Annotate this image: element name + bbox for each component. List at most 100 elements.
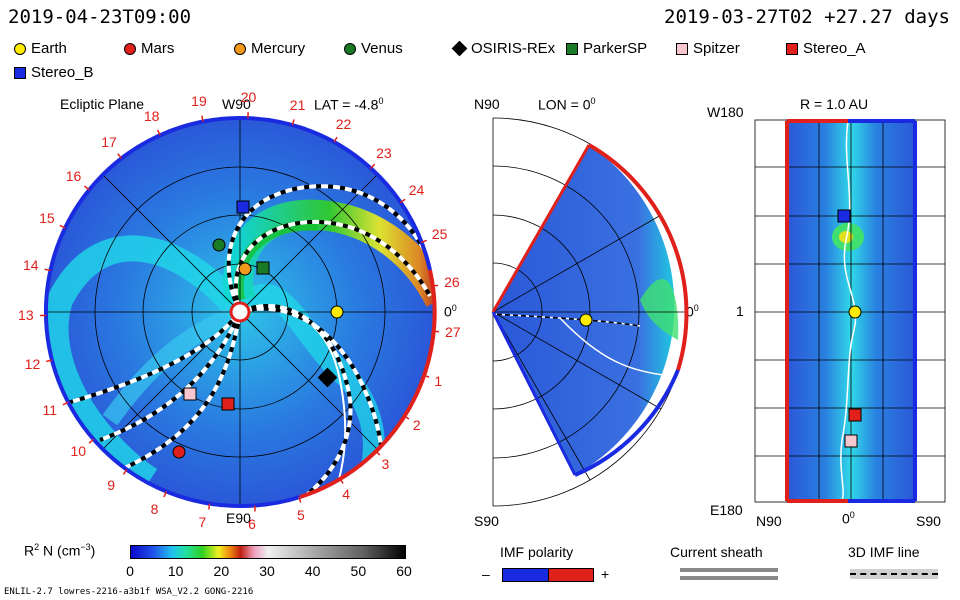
- panel3-title: R = 1.0 AU: [800, 96, 869, 112]
- venus-legend-label: Venus: [361, 40, 403, 57]
- osiris-rex-legend-label: OSIRIS-REx: [471, 40, 556, 57]
- day-tick-mark: [291, 119, 295, 126]
- mercury-legend-label: Mercury: [251, 40, 306, 57]
- day-tick-mark: [59, 224, 66, 229]
- spitzer-marker-surface: [844, 434, 858, 448]
- day-tick-label: 18: [143, 108, 160, 124]
- sheath-line-2: [680, 576, 778, 580]
- day-tick-mark: [420, 239, 427, 244]
- parkersp-legend-symbol: [566, 43, 578, 55]
- panel3-bottom-left: E180: [710, 502, 743, 518]
- mercury-legend-symbol: [234, 43, 246, 55]
- parkersp-marker: [256, 261, 270, 275]
- earth-marker: [330, 305, 344, 319]
- day-tick-mark: [122, 469, 128, 475]
- day-tick-mark: [399, 198, 406, 204]
- imf-plus: +: [601, 566, 610, 582]
- day-tick-label: 6: [248, 516, 256, 533]
- day-tick-label: 22: [335, 115, 352, 132]
- day-tick-label: 21: [289, 96, 306, 113]
- spitzer-marker: [183, 387, 197, 401]
- day-tick-label: 14: [22, 257, 39, 274]
- day-tick-mark: [163, 491, 167, 498]
- panel1-bottom-label: E90: [226, 510, 251, 526]
- mars-legend-symbol: [124, 43, 136, 55]
- earth-marker-surface: [848, 305, 862, 319]
- stereo-a-legend-symbol: [786, 43, 798, 55]
- day-tick-label: 4: [342, 486, 350, 503]
- day-tick-mark: [62, 401, 69, 406]
- spitzer-legend-symbol: [676, 43, 688, 55]
- stereo-b-legend-label: Stereo_B: [31, 64, 94, 81]
- panel2-right-label: 00: [686, 303, 699, 320]
- stereo-b-legend-symbol: [14, 67, 26, 79]
- imf-negative-swatch: [502, 568, 550, 582]
- day-tick-mark: [375, 450, 381, 456]
- day-tick-label: 7: [198, 514, 207, 531]
- mars-marker: [172, 445, 186, 459]
- day-tick-mark: [156, 129, 161, 136]
- day-tick-label: 5: [296, 506, 305, 523]
- colorbar-tick-label: 0: [126, 563, 134, 579]
- day-tick-mark: [84, 185, 90, 191]
- mars-legend-label: Mars: [141, 40, 175, 57]
- panel1-right-label: 00: [444, 303, 457, 320]
- day-tick-label: 17: [101, 133, 117, 150]
- colorbar-label: R2 N (cm−3): [24, 542, 96, 559]
- osiris-rex-marker: [317, 367, 338, 388]
- day-tick-mark: [201, 115, 204, 122]
- panel3-x-left: N90: [756, 513, 782, 529]
- colorbar-tick-label: 10: [167, 563, 184, 579]
- day-tick-label: 1: [434, 372, 443, 389]
- venus-marker: [212, 238, 226, 252]
- current-sheath-title: Current sheath: [670, 544, 763, 560]
- day-tick-mark: [46, 359, 53, 363]
- day-tick-mark: [339, 477, 344, 484]
- day-tick-label: 23: [376, 144, 392, 161]
- day-tick-label: 3: [381, 456, 390, 473]
- footer-text: ENLIL-2.7 lowres-2216-a3b1f WSA_V2.2 GON…: [4, 587, 254, 597]
- mercury-marker: [238, 262, 252, 276]
- day-tick-mark: [403, 415, 410, 420]
- panel3-top-left: W180: [707, 104, 744, 120]
- colorbar-tick-label: 20: [213, 563, 230, 579]
- day-tick-label: 8: [150, 500, 159, 517]
- stereo-b-marker-surface: [837, 209, 851, 223]
- colorbar: [130, 545, 406, 559]
- sheath-line-1: [680, 568, 778, 572]
- day-tick-mark: [117, 153, 123, 159]
- day-tick-label: 26: [444, 274, 460, 291]
- panel2-top-left: N90: [474, 96, 500, 112]
- panel2-bottom-left: S90: [474, 513, 499, 529]
- day-tick-label: 25: [431, 226, 448, 243]
- colorbar-tick-label: 30: [259, 563, 275, 579]
- day-tick-mark: [44, 268, 51, 272]
- panel3-mid-left: 1: [736, 303, 744, 319]
- panel3-x-right: S90: [916, 513, 941, 529]
- stereo-a-legend-label: Stereo_A: [803, 40, 866, 57]
- day-tick-mark: [333, 136, 338, 143]
- earth-legend-label: Earth: [31, 40, 67, 57]
- day-tick-label: 27: [444, 324, 461, 341]
- day-tick-mark: [298, 496, 302, 503]
- day-tick-label: 10: [70, 443, 87, 460]
- spitzer-legend-label: Spitzer: [693, 40, 740, 57]
- panel1-top-label: W90: [222, 96, 251, 112]
- right-timestamp: 2019-03-27T02 +27.27 days: [664, 6, 950, 28]
- imf-positive-swatch: [548, 568, 594, 582]
- earth-marker-meridional: [579, 313, 593, 327]
- day-tick-label: 2: [412, 417, 421, 434]
- day-tick-mark: [370, 163, 376, 170]
- day-tick-mark: [423, 374, 430, 378]
- day-tick-mark: [207, 503, 211, 510]
- colorbar-tick-label: 40: [304, 563, 321, 579]
- day-tick-label: 15: [39, 210, 55, 227]
- parkersp-legend-label: ParkerSP: [583, 40, 648, 57]
- left-timestamp: 2019-04-23T09:00: [8, 6, 192, 28]
- day-tick-label: 13: [18, 306, 34, 323]
- stereo-b-marker: [236, 200, 250, 214]
- day-tick-label: 24: [408, 182, 425, 199]
